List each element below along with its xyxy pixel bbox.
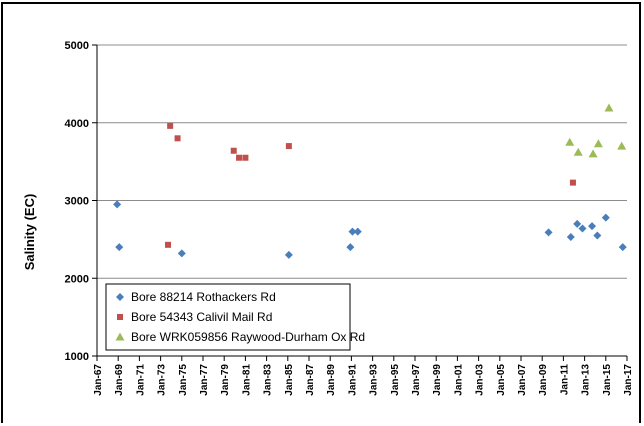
y-tick-label: 5000 (65, 40, 89, 52)
data-point (242, 154, 249, 161)
data-point (177, 249, 186, 258)
x-tick-label: Jan-03 (475, 364, 486, 396)
x-tick-label: Jan-05 (496, 364, 507, 396)
data-point (167, 122, 174, 129)
x-tick-label: Jan-13 (581, 364, 592, 396)
y-axis-label: Salinity (EC) (22, 194, 37, 271)
data-point (569, 179, 576, 186)
x-tick-label: Jan-07 (517, 364, 528, 396)
x-tick-label: Jan-93 (369, 364, 380, 396)
data-point (566, 233, 575, 242)
x-tick-label: Jan-97 (411, 364, 422, 396)
data-point (165, 241, 172, 248)
data-point (113, 200, 122, 209)
x-tick-label: Jan-77 (199, 364, 210, 396)
x-tick-label: Jan-83 (263, 364, 274, 396)
data-point (353, 227, 362, 236)
x-tick-label: Jan-99 (432, 364, 443, 396)
data-point (565, 137, 575, 146)
x-tick-label: Jan-91 (347, 364, 358, 396)
y-axis: 1000 2000 3000 4000 5000 (65, 40, 98, 363)
data-point (588, 222, 597, 231)
x-tick-label: Jan-67 (93, 364, 104, 396)
x-tick-label: Jan-11 (559, 364, 570, 396)
data-point (618, 243, 627, 252)
data-point (604, 103, 614, 112)
x-tick-label: Jan-81 (241, 364, 252, 396)
legend-box (105, 283, 351, 351)
data-point (284, 250, 293, 259)
data-point (573, 147, 583, 156)
data-point (285, 143, 292, 150)
data-point (236, 154, 243, 161)
x-tick-label: Jan-75 (178, 364, 189, 396)
legend-marker (116, 293, 124, 301)
legend-marker (117, 314, 123, 320)
legend: Bore 88214 Rothackers Rd Bore 54343 Caliv… (105, 283, 365, 351)
legend-label: Bore WRK059856 Raywood-Durham Ox Rd (131, 330, 365, 344)
legend-marker (115, 332, 125, 341)
x-tick-label: Jan-87 (305, 364, 316, 396)
legend-label: Bore 54343 Calivil Mail Rd (131, 310, 272, 324)
data-point (601, 213, 610, 222)
x-tick-label: Jan-01 (453, 364, 464, 396)
data-point (544, 228, 553, 237)
data-point (230, 147, 237, 154)
data-point (593, 139, 603, 148)
y-tick-label: 3000 (65, 196, 89, 208)
data-point (348, 227, 357, 236)
x-tick-label: Jan-09 (538, 364, 549, 396)
x-tick-label: Jan-15 (602, 364, 613, 396)
data-point (588, 149, 598, 158)
x-tick-label: Jan-85 (284, 364, 295, 396)
legend-label: Bore 88214 Rothackers Rd (131, 290, 276, 304)
x-tick-label: Jan-95 (390, 364, 401, 396)
x-axis: Jan-67 Jan-69 Jan-71 Jan-73 Jan-75 Jan-77 Jan-… (93, 355, 634, 396)
series-3 (565, 103, 627, 158)
x-tick-label: Jan-17 (623, 364, 634, 396)
y-tick-label: 2000 (65, 273, 89, 285)
data-point (593, 231, 602, 240)
data-point (174, 135, 181, 142)
data-point (578, 224, 587, 233)
y-tick-label: 1000 (65, 351, 89, 363)
data-point (346, 243, 355, 252)
series-1 (113, 200, 627, 259)
grid-lines (97, 44, 627, 279)
x-tick-label: Jan-79 (220, 364, 231, 396)
x-tick-label: Jan-71 (135, 364, 146, 396)
x-tick-label: Jan-89 (326, 364, 337, 396)
series-2 (165, 122, 576, 248)
data-point (573, 219, 582, 228)
data-point (617, 141, 627, 150)
y-tick-label: 4000 (65, 118, 89, 130)
data-points (113, 103, 627, 259)
x-tick-label: Jan-69 (114, 364, 125, 396)
x-tick-label: Jan-73 (157, 364, 168, 396)
data-point (115, 243, 124, 252)
